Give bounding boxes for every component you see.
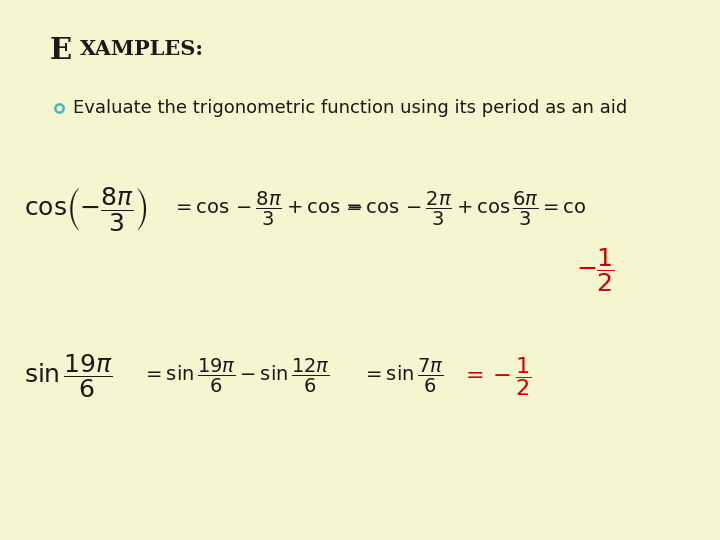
Text: $-\dfrac{1}{2}$: $-\dfrac{1}{2}$	[575, 246, 614, 294]
Text: $= \cos -\dfrac{2\pi}{3} + \cos\dfrac{6\pi}{3} = \mathrm{co}$: $= \cos -\dfrac{2\pi}{3} + \cos\dfrac{6\…	[343, 190, 587, 228]
Text: XAMPLES:: XAMPLES:	[80, 39, 204, 59]
Text: $\cos\!\left(-\dfrac{8\pi}{3}\right)$: $\cos\!\left(-\dfrac{8\pi}{3}\right)$	[24, 185, 148, 233]
Text: $= \sin\dfrac{7\pi}{6}$: $= \sin\dfrac{7\pi}{6}$	[362, 357, 444, 395]
Text: $\sin\dfrac{19\pi}{6}$: $\sin\dfrac{19\pi}{6}$	[24, 353, 113, 400]
Text: $= -\dfrac{1}{2}$: $= -\dfrac{1}{2}$	[461, 355, 531, 398]
Text: $= \cos -\dfrac{8\pi}{3} + \cos -$: $= \cos -\dfrac{8\pi}{3} + \cos -$	[171, 190, 362, 228]
Text: E: E	[50, 36, 72, 65]
Text: $= \sin\dfrac{19\pi}{6} - \sin\dfrac{12\pi}{6}$: $= \sin\dfrac{19\pi}{6} - \sin\dfrac{12\…	[142, 357, 330, 395]
Text: Evaluate the trigonometric function using its period as an aid: Evaluate the trigonometric function usin…	[73, 99, 627, 117]
